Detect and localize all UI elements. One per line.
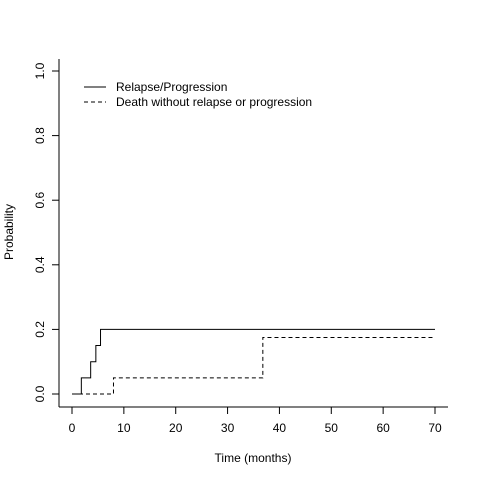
y-tick-label: 1.0 [33, 62, 47, 79]
y-tick-label: 0.6 [33, 192, 47, 209]
y-axis-title: Probability [2, 204, 16, 260]
x-tick-label: 50 [325, 421, 339, 435]
legend-label: Relapse/Progression [116, 80, 227, 94]
x-tick-label: 30 [221, 421, 235, 435]
x-tick-label: 10 [117, 421, 131, 435]
x-tick-label: 20 [169, 421, 183, 435]
x-axis-title: Time (months) [215, 451, 292, 465]
series-layer [72, 328, 435, 395]
x-tick-label: 40 [273, 421, 287, 435]
y-tick-label: 0.2 [33, 321, 47, 338]
series-relapse-progression-line [72, 328, 435, 395]
axes: 0 10 20 30 40 50 60 70 0.0 0.2 0.4 0.6 0.8 1.0 [33, 59, 448, 435]
x-tick-label: 0 [69, 421, 76, 435]
y-tick-label: 0.8 [33, 127, 47, 144]
x-tick-label: 60 [376, 421, 390, 435]
y-tick-label: 0.0 [33, 385, 47, 402]
y-tick-label: 0.4 [33, 256, 47, 273]
legend-label: Death without relapse or progression [116, 95, 312, 109]
series-death-without-relapse-line [72, 336, 435, 395]
x-tick-label: 70 [428, 421, 442, 435]
